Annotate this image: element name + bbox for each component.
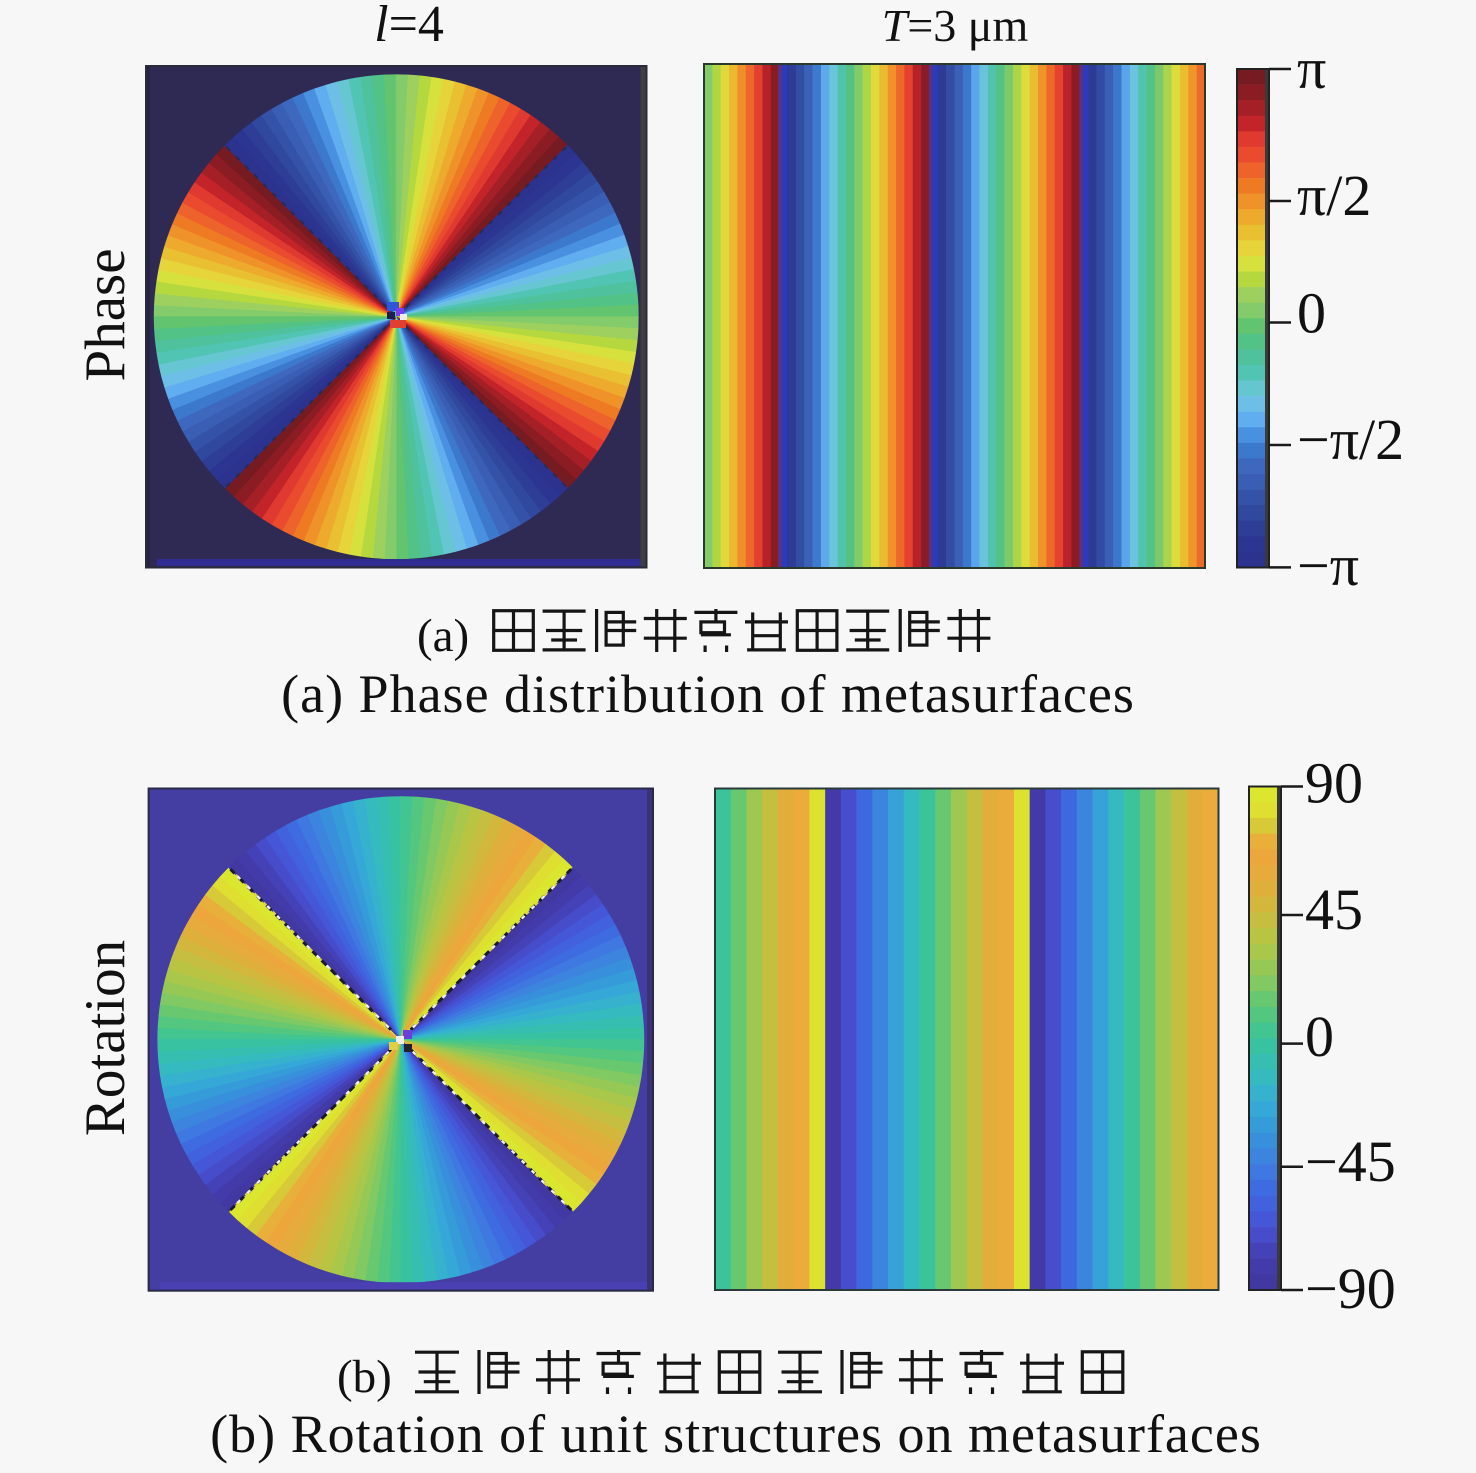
svg-text:(b): (b) — [337, 1351, 392, 1403]
svg-text:Phase: Phase — [74, 249, 137, 382]
svg-text:(b) Rotation of unit structure: (b) Rotation of unit structures on metas… — [210, 1404, 1262, 1464]
svg-text:−π/2: −π/2 — [1297, 407, 1404, 472]
svg-text:45: 45 — [1305, 877, 1363, 942]
svg-text:−45: −45 — [1305, 1129, 1396, 1194]
svg-text:Rotation: Rotation — [74, 940, 137, 1136]
svg-text:90: 90 — [1305, 751, 1363, 816]
svg-text:π/2: π/2 — [1297, 163, 1371, 228]
svg-text:T=3 μm: T=3 μm — [882, 0, 1029, 51]
svg-text:0: 0 — [1305, 1004, 1334, 1069]
svg-text:l=4: l=4 — [374, 0, 444, 53]
svg-text:π: π — [1297, 36, 1326, 101]
svg-text:−90: −90 — [1305, 1256, 1396, 1321]
svg-text:(a): (a) — [417, 610, 469, 662]
svg-text:0: 0 — [1297, 281, 1326, 346]
svg-text:(a) Phase distribution of meta: (a) Phase distribution of metasurfaces — [281, 664, 1135, 724]
svg-text:−π: −π — [1297, 533, 1359, 598]
